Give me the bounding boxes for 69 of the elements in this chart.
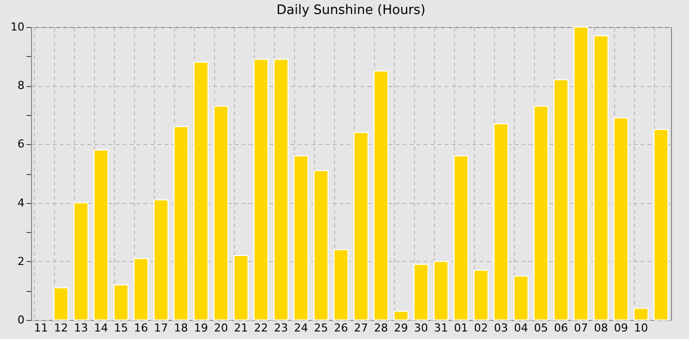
x-tick-label: 11 — [34, 322, 48, 334]
bar — [134, 258, 148, 320]
x-tick-label: 18 — [174, 322, 188, 334]
x-tick-label: 28 — [374, 322, 388, 334]
y-tick-label: 4 — [18, 196, 24, 210]
bar — [54, 287, 68, 320]
x-tick-label: 14 — [94, 322, 108, 334]
y-tick-label: 10 — [10, 20, 24, 34]
x-tick-label: 06 — [554, 322, 568, 334]
bar — [194, 62, 208, 320]
bar — [494, 123, 508, 320]
y-tick-label: 0 — [18, 314, 24, 326]
x-tick-label: 05 — [534, 322, 548, 334]
x-tick-label: 12 — [54, 322, 68, 334]
bar — [334, 249, 348, 320]
x-tick-label: 13 — [74, 322, 88, 334]
bar — [354, 132, 368, 320]
bar — [394, 310, 408, 320]
x-tick-label: 16 — [134, 322, 148, 334]
bar — [574, 26, 588, 320]
bar — [374, 70, 388, 320]
x-tick-label: 23 — [274, 322, 288, 334]
bar — [294, 155, 308, 320]
x-tick-label: 15 — [114, 322, 128, 334]
bar — [314, 170, 328, 320]
x-tick-label: 22 — [254, 322, 268, 334]
x-tick-label: 02 — [474, 322, 488, 334]
x-tick-label: 19 — [194, 322, 208, 334]
bar — [74, 202, 88, 320]
x-tick-label: 03 — [494, 322, 508, 334]
bar — [434, 260, 448, 320]
bar — [254, 58, 268, 320]
bar — [414, 264, 428, 320]
bar — [514, 276, 528, 320]
y-tick-label: 2 — [18, 254, 24, 268]
bar — [614, 117, 628, 320]
chart-title: Daily Sunshine (Hours) — [276, 3, 426, 18]
x-tick-label: 08 — [594, 322, 608, 334]
x-tick-label: 09 — [614, 322, 628, 334]
x-tick-label: 24 — [294, 322, 308, 334]
bar — [214, 106, 228, 320]
x-tick-label: 01 — [454, 322, 468, 334]
bar — [534, 106, 548, 320]
x-tick-label: 20 — [214, 322, 228, 334]
y-tick-label: 6 — [18, 138, 24, 151]
y-tick-label: 8 — [18, 79, 24, 92]
x-tick-label: 31 — [434, 322, 448, 334]
x-tick-label: 04 — [514, 322, 528, 334]
x-tick-label: 21 — [234, 322, 248, 334]
bar — [94, 150, 108, 320]
x-tick-label: 30 — [414, 322, 428, 334]
x-tick-label: 25 — [314, 322, 328, 334]
bar — [454, 155, 468, 320]
x-tick-label: 27 — [354, 322, 368, 334]
bar — [174, 126, 188, 320]
bar — [274, 58, 288, 320]
bar — [634, 308, 648, 320]
x-tick-label: 26 — [334, 322, 348, 334]
bar — [554, 79, 568, 320]
bar — [654, 129, 668, 320]
bar — [154, 199, 168, 320]
bar — [114, 284, 128, 320]
x-tick-label: 07 — [574, 322, 588, 334]
bar — [594, 35, 608, 320]
bar — [234, 255, 248, 320]
x-tick-label: 17 — [154, 322, 168, 334]
bar — [474, 270, 488, 320]
x-tick-label: 29 — [394, 322, 408, 334]
x-tick-label: 10 — [634, 322, 648, 334]
